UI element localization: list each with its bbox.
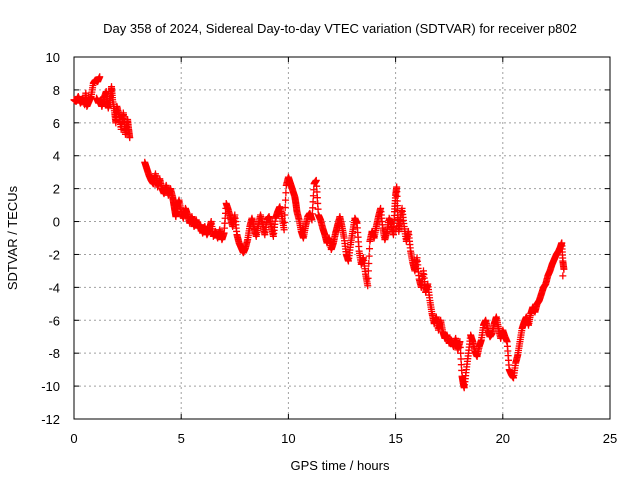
data-point — [366, 245, 374, 253]
x-tick-label: 20 — [496, 431, 510, 446]
data-point — [280, 218, 288, 226]
x-tick-label: 5 — [178, 431, 185, 446]
plot-frame — [73, 56, 611, 420]
data-point — [280, 226, 288, 234]
data-point — [281, 211, 289, 219]
y-tick-label: 4 — [53, 149, 60, 164]
x-axis-ticks: 0 5 10 15 20 25 — [70, 57, 617, 446]
data-point — [281, 204, 289, 212]
data-point — [309, 192, 317, 200]
y-axis-label: SDTVAR / TECUs — [5, 185, 20, 290]
data-point — [96, 73, 104, 81]
y-tick-label: 2 — [53, 182, 60, 197]
y-tick-label: -2 — [48, 247, 60, 262]
data-point — [364, 267, 372, 275]
x-tick-label: 15 — [388, 431, 402, 446]
y-tick-label: -8 — [48, 346, 60, 361]
x-tick-label: 10 — [281, 431, 295, 446]
y-tick-label: 8 — [53, 83, 60, 98]
data-point — [559, 272, 567, 280]
data-points — [70, 73, 568, 392]
data-point — [364, 274, 372, 282]
x-tick-label: 25 — [603, 431, 617, 446]
data-point — [309, 198, 317, 206]
y-tick-label: -4 — [48, 280, 60, 295]
data-point — [308, 216, 316, 224]
y-tick-label: 10 — [46, 50, 60, 65]
grid-lines — [74, 57, 610, 419]
data-point — [365, 252, 373, 260]
data-point — [560, 265, 568, 273]
data-point — [282, 196, 290, 204]
data-point — [126, 134, 134, 142]
y-axis-ticks: 10 8 6 4 2 0 -2 -4 -6 -8 -10 -12 — [41, 50, 610, 427]
chart-title: Day 358 of 2024, Sidereal Day-to-day VTE… — [103, 21, 577, 36]
data-point — [308, 210, 316, 218]
x-tick-label: 0 — [70, 431, 77, 446]
y-tick-label: -6 — [48, 313, 60, 328]
y-tick-label: 6 — [53, 116, 60, 131]
data-point — [282, 189, 290, 197]
data-point — [365, 260, 373, 268]
y-tick-label: -10 — [41, 379, 60, 394]
data-point — [364, 282, 372, 290]
y-tick-label: -12 — [41, 412, 60, 427]
y-tick-label: 0 — [53, 215, 60, 230]
data-point — [309, 204, 317, 212]
x-axis-label: GPS time / hours — [291, 458, 390, 473]
